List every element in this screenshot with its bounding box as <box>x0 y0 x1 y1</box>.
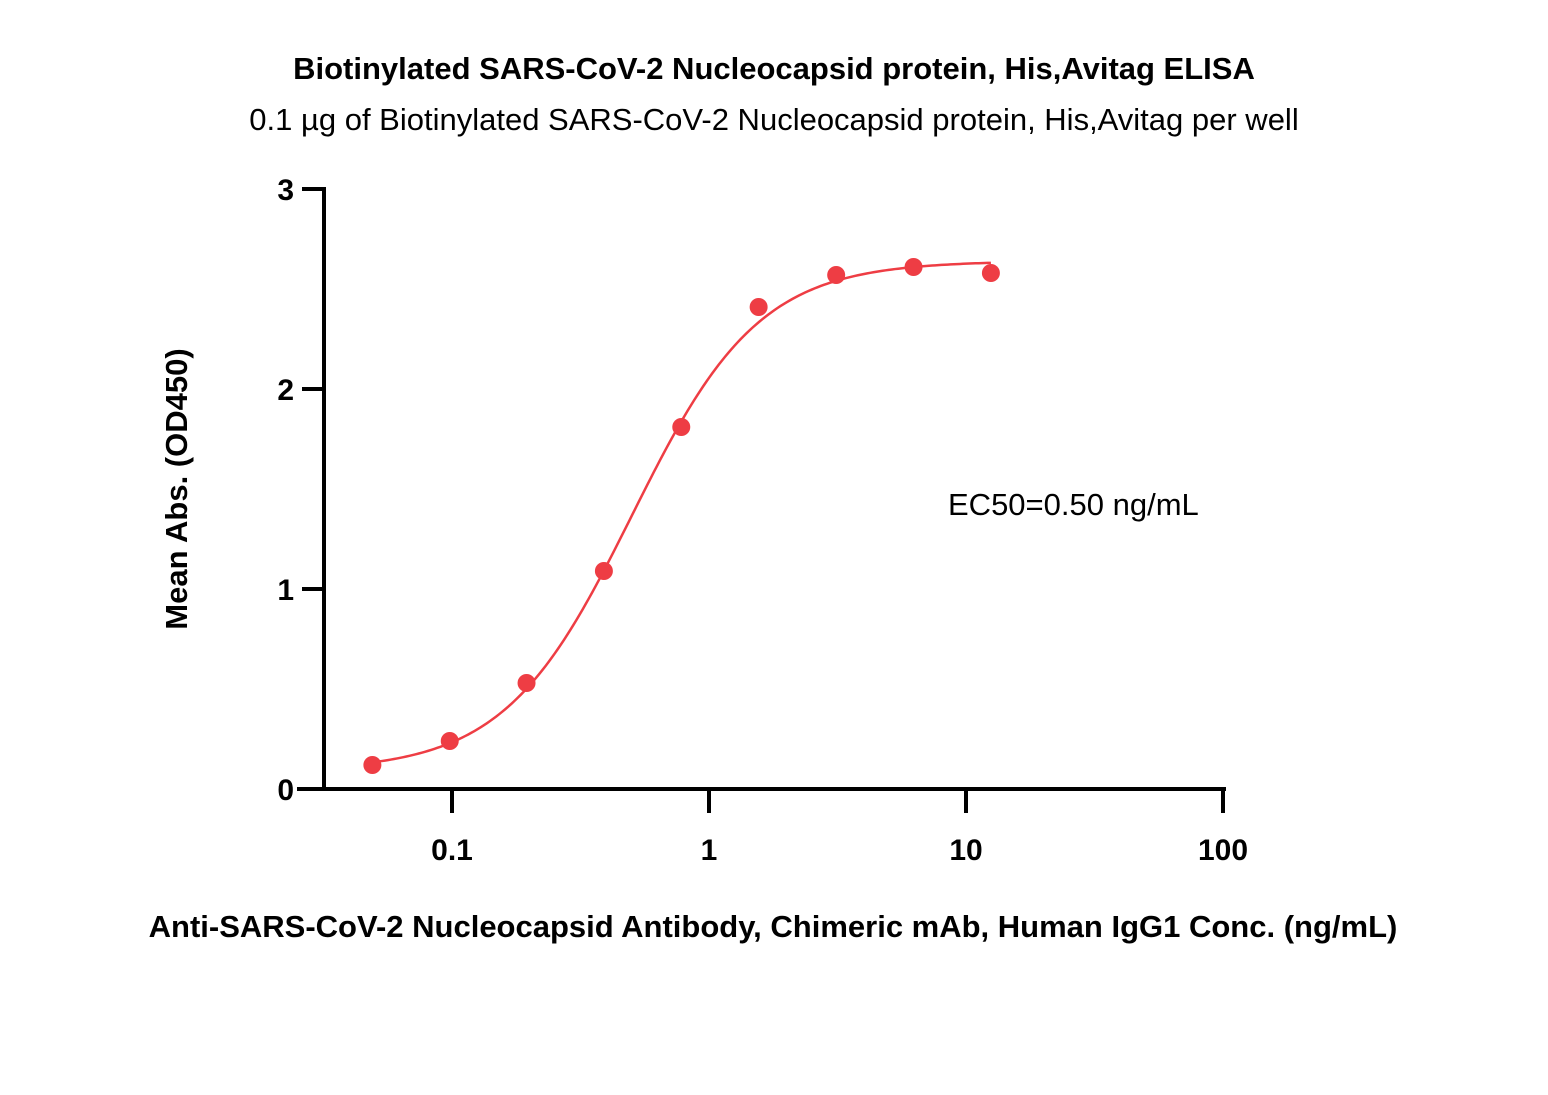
x-tick-label: 100 <box>1198 834 1248 867</box>
data-point <box>827 266 846 284</box>
y-ticks: 0 1 2 3 <box>277 174 324 807</box>
chart-subtitle: 0.1 µg of Biotinylated SARS-CoV-2 Nucleo… <box>249 102 1298 137</box>
data-point <box>594 562 613 580</box>
x-tick-label: 1 <box>701 834 718 867</box>
x-tick-label: 0.1 <box>431 834 473 867</box>
data-point <box>672 418 691 436</box>
y-axis-label: Mean Abs. (OD450) <box>159 348 194 629</box>
fit-curve <box>372 261 991 764</box>
ec50-annotation: EC50=0.50 ng/mL <box>948 487 1199 522</box>
data-point <box>749 298 768 316</box>
x-tick-label: 10 <box>949 834 982 867</box>
y-tick-label: 1 <box>277 574 294 607</box>
x-axis-label: Anti-SARS-CoV-2 Nucleocapsid Antibody, C… <box>149 909 1398 944</box>
y-tick-label: 0 <box>277 774 294 807</box>
chart-title: Biotinylated SARS-CoV-2 Nucleocapsid pro… <box>293 51 1255 86</box>
data-points <box>363 258 1000 774</box>
data-point <box>981 264 1000 282</box>
data-point <box>904 258 923 276</box>
y-tick-label: 2 <box>277 374 294 407</box>
data-point <box>440 732 459 750</box>
y-tick-label: 3 <box>277 174 294 207</box>
data-point <box>517 674 536 692</box>
data-point <box>363 756 382 774</box>
x-ticks: 0.1 1 10 100 <box>431 789 1248 867</box>
